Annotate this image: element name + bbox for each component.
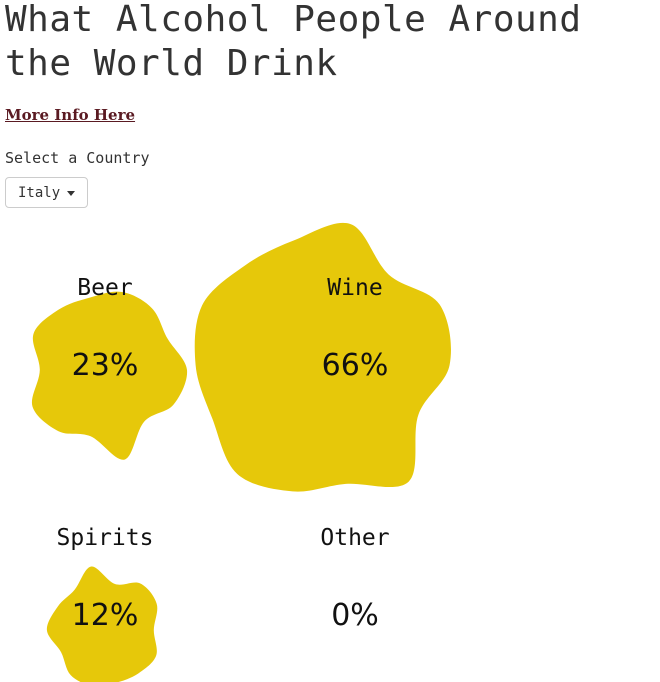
blob-beer <box>31 291 188 460</box>
caret-down-icon <box>67 191 76 196</box>
percent-label-beer: 23% <box>72 348 139 383</box>
category-label-wine: Wine <box>327 275 382 301</box>
category-label-spirits: Spirits <box>57 525 154 551</box>
category-label-other: Other <box>320 525 389 551</box>
blob-wine <box>194 222 451 492</box>
category-label-beer: Beer <box>77 275 132 301</box>
page-title: What Alcohol People Around the World Dri… <box>5 0 582 84</box>
percent-label-wine: 66% <box>322 348 389 383</box>
more-info-link[interactable]: More Info Here <box>5 106 136 124</box>
percent-label-other: 0% <box>331 598 379 633</box>
blob-spirits <box>46 566 158 682</box>
country-dropdown[interactable]: Italy <box>5 177 88 208</box>
percent-label-spirits: 12% <box>72 598 139 633</box>
country-select-label: Select a Country <box>5 149 150 167</box>
country-dropdown-value: Italy <box>18 184 61 201</box>
